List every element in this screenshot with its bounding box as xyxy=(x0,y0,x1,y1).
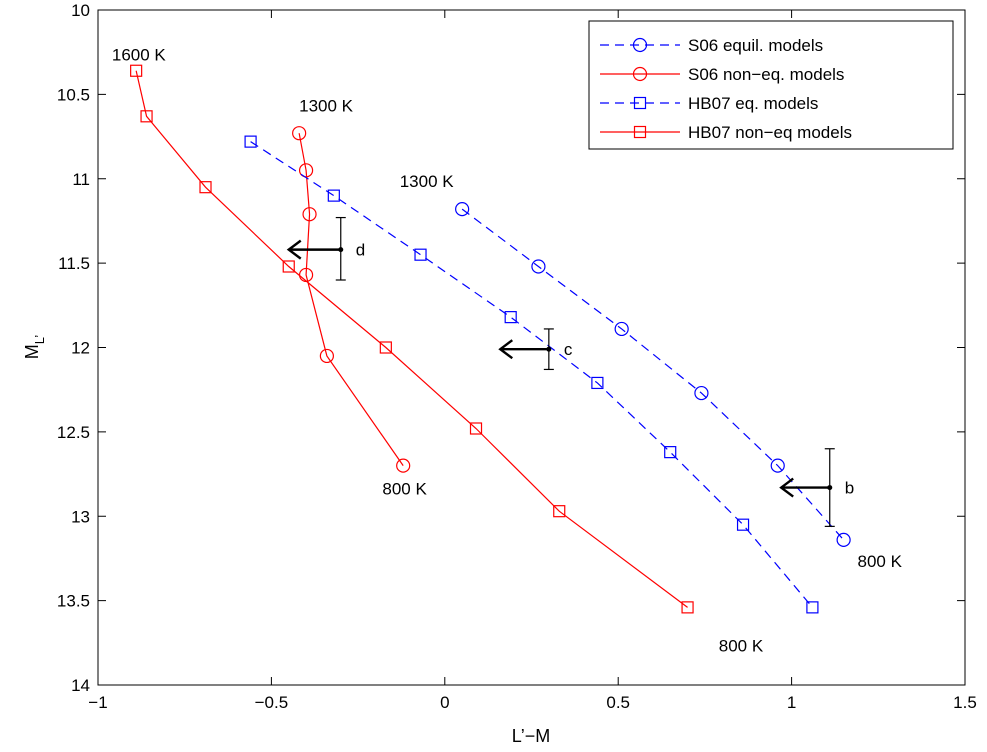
y-tick-label: 10 xyxy=(71,1,90,20)
legend: S06 equil. models S06 non−eq. models HB07 … xyxy=(588,20,954,150)
y-tick-label: 11 xyxy=(72,170,90,189)
series-layer xyxy=(130,64,851,614)
series-3-point xyxy=(282,260,295,273)
y-tick-label: 12 xyxy=(71,339,90,358)
upper-limit-arrowhead xyxy=(779,477,794,498)
data-point xyxy=(338,247,344,253)
annotations-layer: 1600 K 1300 K 1300 K 800 K 800 K 800 K xyxy=(112,46,903,656)
series-2-point xyxy=(504,311,517,324)
series-0-point xyxy=(770,458,785,473)
y-axis-label-main: M xyxy=(22,344,42,359)
series-2-point xyxy=(806,601,819,614)
x-axis-label: L’−M xyxy=(512,726,551,746)
series-2-point xyxy=(591,376,604,390)
series-0-point xyxy=(531,259,546,274)
data-point-label: b xyxy=(845,479,854,498)
temperature-annotation: 1300 K xyxy=(400,172,455,191)
data-points-layer: d c b xyxy=(286,216,854,527)
temperature-annotation: 800 K xyxy=(857,552,902,571)
svg-text:ML’: ML’ xyxy=(22,335,47,360)
series-1-point xyxy=(292,126,307,141)
x-tick-label: −1 xyxy=(88,693,107,712)
series-line-3 xyxy=(135,70,688,608)
series-3-point xyxy=(130,64,143,77)
x-tick-label: −0.5 xyxy=(255,693,289,712)
legend-marker xyxy=(633,96,647,110)
x-tick-label: 1.5 xyxy=(953,693,977,712)
data-point-label: c xyxy=(564,340,573,359)
y-tick-label: 14 xyxy=(71,676,90,695)
data-point-label: d xyxy=(356,241,365,260)
series-0-point xyxy=(614,321,629,337)
y-tick-label: 10.5 xyxy=(57,85,90,104)
temperature-annotation: 800 K xyxy=(719,636,764,655)
y-tick-label: 11.5 xyxy=(58,254,90,273)
series-1-point xyxy=(298,163,314,178)
y-axis-label-sub: L’ xyxy=(32,335,47,345)
data-point xyxy=(827,485,833,491)
temperature-annotation: 1600 K xyxy=(112,46,167,65)
x-tick-label: 0.5 xyxy=(606,693,630,712)
series-2-point xyxy=(664,446,677,459)
legend-box xyxy=(588,20,954,150)
legend-label: HB07 non−eq models xyxy=(688,123,852,142)
upper-limit-arrowhead xyxy=(286,239,302,260)
series-0-point xyxy=(836,532,851,547)
y-tick-label: 12.5 xyxy=(57,423,90,442)
series-3-point xyxy=(140,110,153,123)
temperature-annotation: 800 K xyxy=(382,479,427,498)
series-3-point xyxy=(199,181,212,194)
series-2-point xyxy=(327,189,340,202)
series-0-point xyxy=(694,385,709,401)
x-tick-label: 0 xyxy=(440,693,449,712)
data-point xyxy=(546,346,552,352)
y-tick-label: 13.5 xyxy=(57,592,90,611)
series-3-point xyxy=(379,341,392,354)
legend-marker xyxy=(632,37,648,53)
upper-limit-arrowhead xyxy=(498,339,514,360)
temperature-annotation: 1300 K xyxy=(299,96,354,115)
legend-label: S06 non−eq. models xyxy=(688,65,844,84)
series-1-point xyxy=(302,207,317,222)
series-2-point xyxy=(736,518,750,531)
legend-label: S06 equil. models xyxy=(688,36,823,55)
y-axis-label: ML’ xyxy=(22,335,47,360)
legend-label: HB07 eq. models xyxy=(688,94,818,113)
legend-marker xyxy=(633,125,647,139)
series-3-point xyxy=(469,422,483,435)
series-2-point xyxy=(414,248,427,261)
x-tick-label: 1 xyxy=(787,693,796,712)
series-1-point xyxy=(396,458,411,473)
series-3-point xyxy=(681,601,694,614)
series-line-0 xyxy=(461,208,845,541)
series-2-point xyxy=(244,135,257,148)
series-line-2 xyxy=(250,141,813,608)
series-1-point xyxy=(319,348,334,364)
series-3-point xyxy=(553,505,566,518)
series-0-point xyxy=(455,202,470,217)
y-tick-label: 13 xyxy=(71,507,90,526)
legend-marker xyxy=(632,66,648,82)
